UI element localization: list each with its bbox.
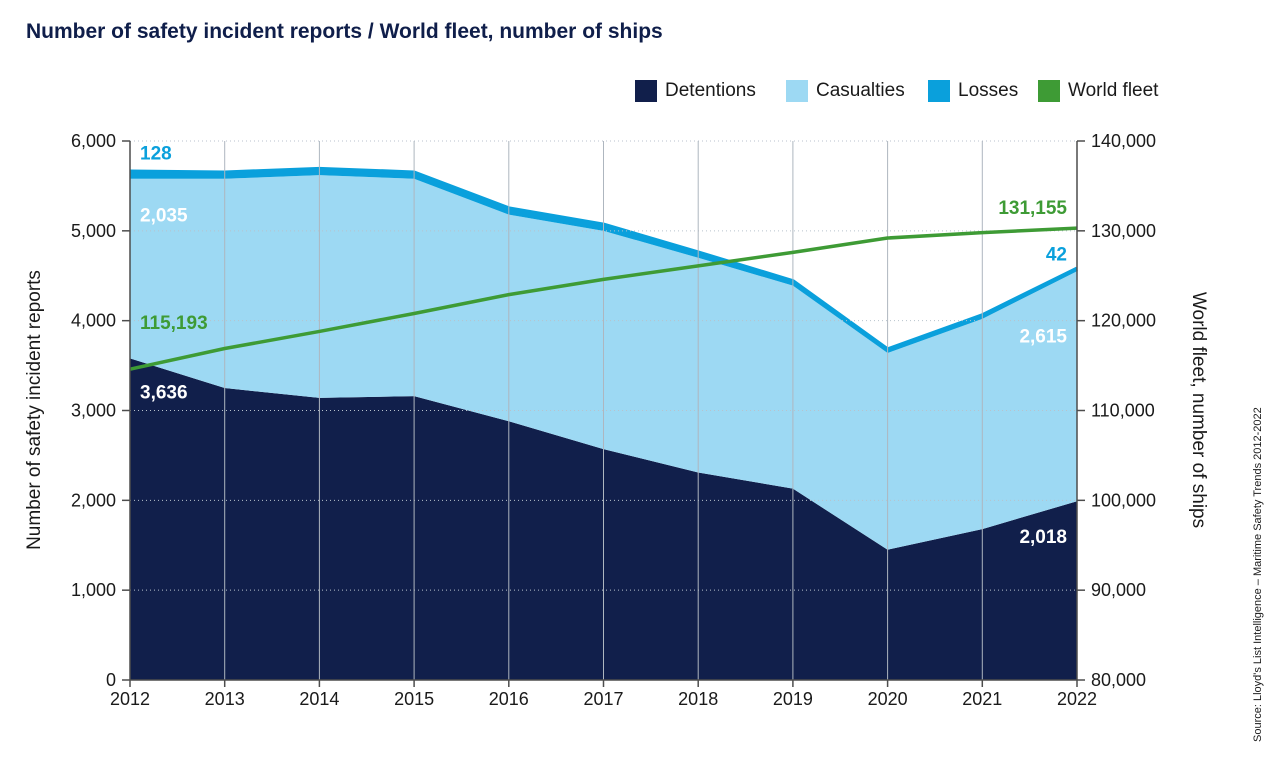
- x-tick-label: 2020: [868, 689, 908, 709]
- x-tick-label: 2015: [394, 689, 434, 709]
- legend-item-world-fleet: World fleet: [1038, 78, 1158, 104]
- y-tick-label-left: 6,000: [71, 131, 116, 151]
- y-axis-label-left: Number of safety incident reports: [24, 270, 45, 550]
- y-tick-label-right: 80,000: [1091, 670, 1146, 690]
- axes-layer: 0 80,000 1,000 90,000 2,000 100,000 3,000 110,0…: [71, 131, 1156, 709]
- data-label-casualties: 2,615: [1019, 326, 1067, 347]
- x-tick-label: 2017: [583, 689, 623, 709]
- x-tick-label: 2018: [678, 689, 718, 709]
- y-axis-label-right: World fleet, number of ships: [1188, 292, 1209, 528]
- y-tick-label-right: 120,000: [1091, 311, 1156, 331]
- legend-item-detentions: Detentions: [635, 78, 756, 104]
- chart-title: Number of safety incident reports / Worl…: [26, 20, 663, 43]
- x-tick-label: 2012: [110, 689, 150, 709]
- data-label-casualties: 2,035: [140, 206, 188, 227]
- y-tick-label-right: 110,000: [1091, 401, 1155, 421]
- y-tick-label-left: 5,000: [71, 221, 116, 241]
- data-label-losses: 128: [140, 144, 172, 165]
- legend-swatch-detentions: [635, 80, 657, 102]
- legend-item-losses: Losses: [928, 78, 1018, 104]
- x-tick-label: 2013: [205, 689, 245, 709]
- y-tick-label-left: 2,000: [71, 490, 116, 510]
- y-tick-label-left: 0: [106, 670, 116, 690]
- y-tick-label-right: 100,000: [1091, 490, 1156, 510]
- x-tick-label: 2021: [962, 689, 1002, 709]
- y-tick-label-right: 140,000: [1091, 131, 1156, 151]
- legend-label-casualties: Casualties: [816, 80, 905, 101]
- x-tick-label: 2016: [489, 689, 529, 709]
- y-tick-label-left: 4,000: [71, 311, 116, 331]
- data-label-losses: 42: [1046, 245, 1067, 266]
- legend-label-world-fleet: World fleet: [1068, 80, 1159, 101]
- data-label-detentions: 3,636: [140, 382, 188, 403]
- legend-label-detentions: Detentions: [665, 80, 756, 101]
- y-tick-label-left: 1,000: [71, 580, 116, 600]
- data-label-world-fleet: 115,193: [140, 313, 208, 334]
- legend-swatch-world-fleet: [1038, 80, 1060, 102]
- y-tick-label-left: 3,000: [71, 401, 116, 421]
- legend-item-casualties: Casualties: [786, 78, 905, 104]
- x-tick-label: 2022: [1057, 689, 1097, 709]
- grid-layer: [130, 140, 1077, 680]
- legend-label-losses: Losses: [958, 80, 1019, 101]
- y-tick-label-right: 130,000: [1091, 221, 1156, 241]
- line-layer: [129, 226, 1078, 371]
- x-tick-label: 2019: [773, 689, 813, 709]
- data-label-detentions: 2,018: [1019, 527, 1067, 548]
- x-tick-label: 2014: [299, 689, 339, 709]
- y-tick-label-right: 90,000: [1091, 580, 1146, 600]
- legend-swatch-casualties: [786, 80, 808, 102]
- line-world-fleet: [129, 226, 1078, 371]
- data-label-world-fleet: 131,155: [998, 198, 1067, 219]
- legend-swatch-losses: [928, 80, 950, 102]
- source-note: Source: Lloyd's List Intelligence – Mari…: [1252, 407, 1264, 742]
- annotation-layer: 128 2,035 115,193 3,636 131,155 42 2,615 2,018: [140, 144, 1067, 549]
